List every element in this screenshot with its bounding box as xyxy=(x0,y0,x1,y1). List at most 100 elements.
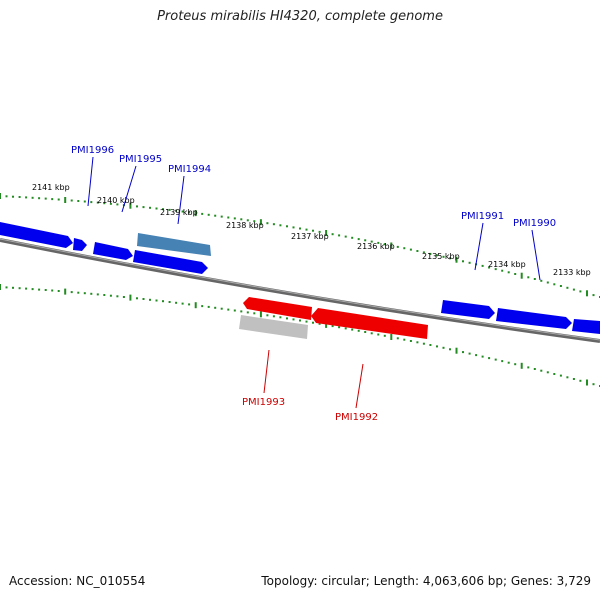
gene-arrow[interactable] xyxy=(93,242,133,260)
minor-tick xyxy=(553,283,556,286)
major-tick xyxy=(325,321,328,328)
minor-tick xyxy=(566,376,569,379)
major-tick xyxy=(586,379,588,386)
minor-tick xyxy=(142,298,145,300)
minor-tick xyxy=(253,312,256,315)
minor-tick xyxy=(103,202,106,205)
gene-arrow[interactable] xyxy=(496,308,572,329)
gene-label-pmi1995[interactable]: PMI1995 xyxy=(119,154,162,165)
inner-tick-ring xyxy=(0,284,600,387)
minor-tick xyxy=(383,243,386,246)
minor-tick xyxy=(149,298,151,301)
minor-tick xyxy=(96,293,99,296)
minor-tick xyxy=(553,373,556,375)
leader-line xyxy=(263,349,270,394)
gene-label-pmi1990[interactable]: PMI1990 xyxy=(513,218,556,229)
minor-tick xyxy=(90,201,93,204)
minor-tick xyxy=(559,285,562,287)
leader-line xyxy=(531,229,541,281)
gene-arrow[interactable] xyxy=(73,238,87,251)
minor-tick xyxy=(12,195,14,198)
minor-tick xyxy=(572,378,575,380)
minor-tick xyxy=(207,213,210,216)
minor-tick xyxy=(416,341,419,344)
minor-tick xyxy=(266,314,269,317)
minor-tick xyxy=(279,316,282,319)
minor-tick xyxy=(514,363,517,366)
gene-arrow-pmi1994[interactable] xyxy=(137,233,211,256)
minor-tick xyxy=(38,288,41,291)
gene-label-pmi1992[interactable]: PMI1992 xyxy=(335,412,378,423)
minor-tick xyxy=(181,210,184,213)
minor-tick xyxy=(344,235,347,238)
minor-tick xyxy=(494,358,497,361)
minor-tick xyxy=(116,295,119,298)
minor-tick xyxy=(351,328,354,331)
minor-tick xyxy=(370,240,373,243)
minor-tick xyxy=(31,288,34,291)
minor-tick xyxy=(51,198,54,201)
minor-tick xyxy=(57,198,60,201)
minor-tick xyxy=(286,317,288,320)
gene-arrow[interactable] xyxy=(441,300,495,319)
major-tick xyxy=(390,334,393,340)
minor-tick xyxy=(116,203,119,206)
minor-tick xyxy=(136,205,138,208)
gene-arrow-pmi1993[interactable] xyxy=(239,315,308,339)
minor-tick xyxy=(475,354,478,357)
minor-tick xyxy=(220,307,223,310)
minor-tick xyxy=(370,332,373,335)
minor-tick xyxy=(77,291,80,294)
minor-tick xyxy=(312,321,314,324)
minor-tick xyxy=(351,236,354,239)
kbp-label: 2133 kbp xyxy=(553,268,591,277)
minor-tick xyxy=(494,268,497,271)
gene-arrow[interactable] xyxy=(133,250,208,274)
gene-arrow[interactable] xyxy=(243,297,312,320)
minor-tick xyxy=(422,342,425,345)
gene-arrow[interactable] xyxy=(0,222,73,248)
kbp-label: 2139 kbp xyxy=(160,208,198,217)
kbp-label: 2138 kbp xyxy=(226,221,264,230)
minor-tick xyxy=(44,197,47,200)
genome-backbone xyxy=(0,238,600,343)
minor-tick xyxy=(305,228,308,231)
leader-line xyxy=(121,165,137,213)
minor-tick xyxy=(579,379,582,382)
minor-tick xyxy=(559,374,562,377)
major-tick xyxy=(194,210,197,217)
minor-tick xyxy=(272,223,275,226)
major-tick xyxy=(390,242,393,249)
gene-arrow[interactable] xyxy=(311,308,428,339)
minor-tick xyxy=(279,224,282,227)
minor-tick xyxy=(181,302,184,305)
minor-tick xyxy=(70,291,73,294)
minor-tick xyxy=(90,292,93,295)
minor-tick xyxy=(364,239,367,242)
minor-tick xyxy=(338,326,341,329)
minor-tick xyxy=(344,327,347,330)
minor-tick xyxy=(5,195,8,198)
gene-label-pmi1996[interactable]: PMI1996 xyxy=(71,145,114,156)
minor-tick xyxy=(168,208,171,211)
minor-tick xyxy=(442,346,445,349)
minor-tick xyxy=(155,207,158,210)
minor-tick xyxy=(442,255,445,258)
minor-tick xyxy=(527,276,530,279)
minor-tick xyxy=(253,220,256,223)
minor-tick xyxy=(572,288,575,291)
minor-tick xyxy=(527,366,530,369)
kbp-label: 2141 kbp xyxy=(32,183,70,192)
minor-tick xyxy=(377,241,380,244)
minor-tick xyxy=(201,305,204,308)
gene-label-pmi1993[interactable]: PMI1993 xyxy=(242,397,285,408)
gene-label-pmi1994[interactable]: PMI1994 xyxy=(168,164,211,175)
minor-tick xyxy=(357,238,360,241)
minor-tick xyxy=(51,289,54,292)
minor-tick xyxy=(122,296,125,298)
map-title: Proteus mirabilis HI4320, complete genom… xyxy=(157,9,443,24)
gene-label-pmi1991[interactable]: PMI1991 xyxy=(461,211,504,222)
minor-tick xyxy=(422,251,425,254)
gene-arrow[interactable] xyxy=(572,319,600,334)
